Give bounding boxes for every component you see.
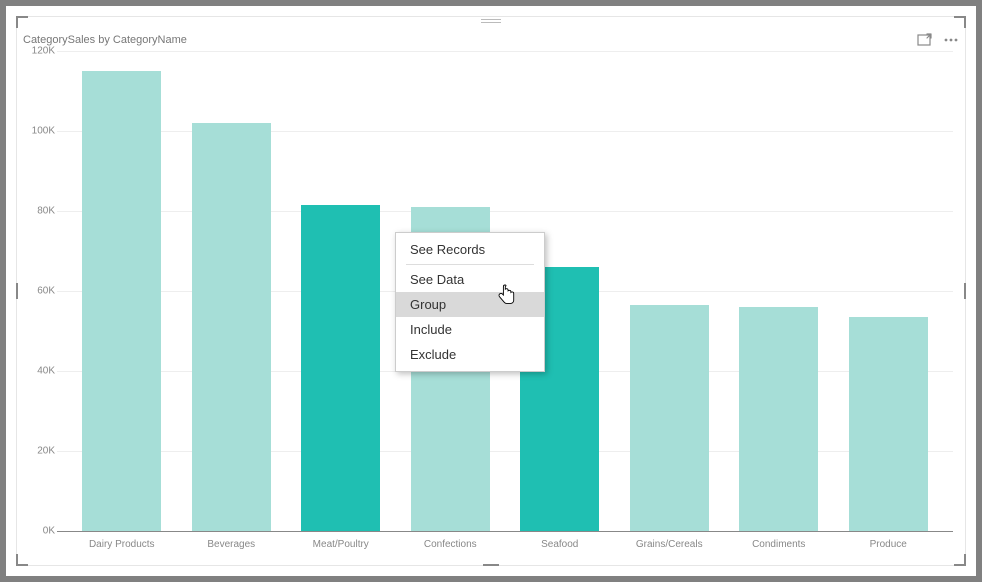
x-tick-label: Beverages xyxy=(177,535,287,555)
x-tick-label: Produce xyxy=(834,535,944,555)
bar-slot xyxy=(615,51,725,531)
resize-handle-b[interactable] xyxy=(483,564,499,566)
bar[interactable] xyxy=(82,71,161,531)
gridline xyxy=(57,531,953,532)
bar-slot xyxy=(834,51,944,531)
x-tick-label: Dairy Products xyxy=(67,535,177,555)
resize-handle-tl[interactable] xyxy=(16,16,28,28)
context-menu-item[interactable]: Exclude xyxy=(396,342,544,367)
bar[interactable] xyxy=(849,317,928,531)
visual-header: CategorySales by CategoryName xyxy=(23,31,959,49)
x-tick-label: Seafood xyxy=(505,535,615,555)
y-tick-label: 120K xyxy=(25,46,55,57)
chart-visual[interactable]: CategorySales by CategoryName xyxy=(16,16,966,566)
context-menu-item[interactable]: Include xyxy=(396,317,544,342)
bar[interactable] xyxy=(301,205,380,531)
y-tick-label: 40K xyxy=(25,366,55,377)
context-menu-item[interactable]: See Data xyxy=(396,267,544,292)
resize-handle-tr[interactable] xyxy=(954,16,966,28)
resize-handle-r[interactable] xyxy=(964,283,966,299)
bar[interactable] xyxy=(739,307,818,531)
y-tick-label: 80K xyxy=(25,206,55,217)
resize-handle-br[interactable] xyxy=(954,554,966,566)
chart-title: CategorySales by CategoryName xyxy=(23,34,917,46)
context-menu-separator xyxy=(406,264,534,265)
context-menu-item[interactable]: Group xyxy=(396,292,544,317)
bar[interactable] xyxy=(192,123,271,531)
resize-handle-bl[interactable] xyxy=(16,554,28,566)
resize-handle-l[interactable] xyxy=(16,283,18,299)
x-tick-label: Grains/Cereals xyxy=(615,535,725,555)
bar-slot xyxy=(177,51,287,531)
y-tick-label: 60K xyxy=(25,286,55,297)
context-menu-item[interactable]: See Records xyxy=(396,237,544,262)
bar-slot xyxy=(67,51,177,531)
focus-mode-icon[interactable] xyxy=(917,32,933,48)
x-tick-label: Condiments xyxy=(724,535,834,555)
more-options-icon[interactable] xyxy=(943,32,959,48)
x-axis-labels: Dairy ProductsBeveragesMeat/PoultryConfe… xyxy=(57,535,953,555)
drag-grip-icon[interactable] xyxy=(479,19,503,23)
y-tick-label: 100K xyxy=(25,126,55,137)
bar-slot xyxy=(286,51,396,531)
bar-slot xyxy=(724,51,834,531)
x-tick-label: Confections xyxy=(396,535,506,555)
y-tick-label: 0K xyxy=(25,526,55,537)
bar[interactable] xyxy=(630,305,709,531)
context-menu[interactable]: See Records See DataGroupIncludeExclude xyxy=(395,232,545,372)
y-tick-label: 20K xyxy=(25,446,55,457)
report-canvas: CategorySales by CategoryName xyxy=(6,6,976,576)
x-tick-label: Meat/Poultry xyxy=(286,535,396,555)
